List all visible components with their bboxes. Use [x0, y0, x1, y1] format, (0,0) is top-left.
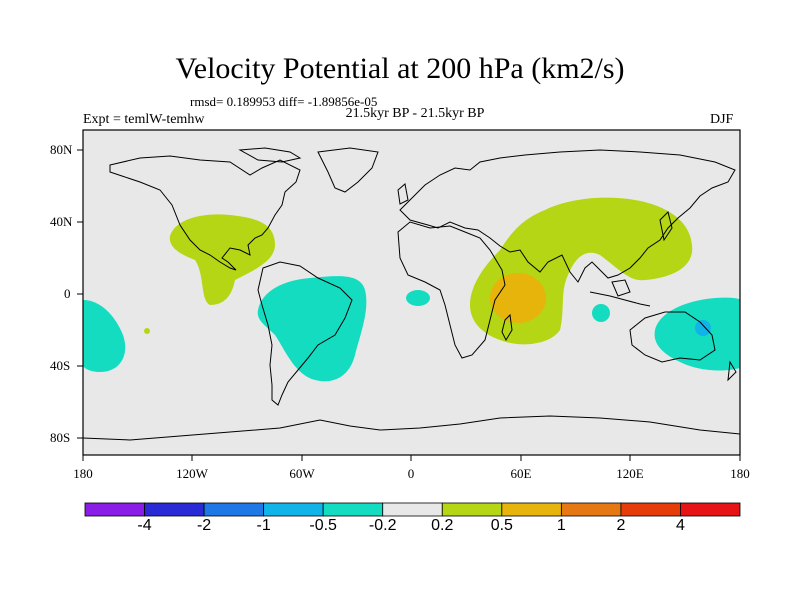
colorbar-label-2: -1 — [256, 517, 271, 534]
lon-label-60e: 60E — [510, 466, 532, 481]
coast-japan — [659, 211, 673, 242]
colorbar-box-1 — [144, 502, 205, 517]
positive-region-indian-ocean-core — [490, 273, 546, 323]
colorbar-label-7: 1 — [556, 517, 566, 534]
coast-uk — [397, 183, 409, 205]
negative-region-australia — [654, 297, 740, 371]
lon-ticks — [82, 455, 741, 461]
negative-region-south-america — [257, 276, 367, 382]
lat-label-80n: 80N — [50, 142, 73, 157]
colorbar-box-10 — [680, 502, 741, 517]
coast-madagascar — [501, 313, 513, 342]
lat-label-80s: 80S — [50, 430, 71, 445]
coast-new-zealand — [727, 360, 737, 382]
coast-canadian-islands — [238, 147, 302, 163]
coast-australia — [629, 311, 716, 363]
negative-region-australia-core — [695, 320, 711, 336]
colorbar-boxes — [84, 502, 741, 517]
coast-greenland — [317, 147, 379, 193]
coast-antarctica — [82, 415, 741, 441]
colorbar-label-5: 0.2 — [431, 517, 454, 534]
colorbar-label-9: 4 — [676, 517, 685, 534]
lon-label-120w: 120W — [176, 466, 208, 481]
colorbar-box-4 — [322, 502, 384, 517]
colorbar-box-5 — [382, 502, 443, 517]
negative-region-atlantic — [406, 290, 430, 306]
lon-label-180e: 180 — [730, 466, 750, 481]
coast-south-america — [257, 261, 353, 406]
period-label: 21.5kyr BP - 21.5kyr BP — [345, 106, 485, 121]
lon-label-120e: 120E — [616, 466, 644, 481]
lon-label-0: 0 — [407, 466, 415, 481]
colorbar-label-3: -0.5 — [309, 517, 337, 534]
negative-region-west-pacific — [83, 300, 126, 372]
coast-borneo — [611, 279, 631, 297]
positive-region-small-pacific — [144, 328, 150, 334]
colorbar-box-8 — [560, 502, 622, 517]
lon-label-60w: 60W — [289, 466, 315, 481]
colorbar-box-6 — [441, 502, 503, 517]
anomaly-regions — [83, 197, 740, 382]
coast-indonesia — [589, 291, 651, 307]
map-title: Velocity Potential at 200 hPa (km2/s) — [175, 52, 625, 85]
lon-label-180w: 180 — [73, 466, 93, 481]
season-label: DJF — [710, 112, 734, 127]
negative-region-indonesia — [592, 304, 610, 322]
colorbar-label-6: 0.5 — [490, 517, 513, 534]
colorbar-box-2 — [203, 502, 265, 517]
colorbar-label-8: 2 — [616, 517, 626, 534]
colorbar-box-3 — [263, 502, 324, 517]
colorbar-box-0 — [84, 502, 145, 517]
colorbar-label-1: -2 — [196, 517, 212, 534]
colorbar-label-0: -4 — [137, 517, 152, 534]
lat-label-40s: 40S — [50, 358, 71, 373]
lat-label-40n: 40N — [50, 214, 73, 229]
colorbar-box-9 — [620, 502, 681, 517]
positive-region-north-america — [169, 214, 275, 305]
lat-label-0: 0 — [64, 286, 71, 301]
experiment-label: Expt = temlW-temhw — [83, 112, 205, 127]
coastlines — [82, 147, 741, 441]
lat-ticks — [77, 149, 83, 439]
stats-text: rmsd= 0.189953 diff= -1.89856e-05 — [190, 94, 378, 109]
coast-north-america — [109, 155, 301, 271]
colorbar-box-7 — [501, 502, 562, 517]
coast-eurasia — [399, 149, 736, 283]
colorbar-label-4: -0.2 — [368, 517, 397, 534]
coast-africa — [397, 221, 506, 359]
